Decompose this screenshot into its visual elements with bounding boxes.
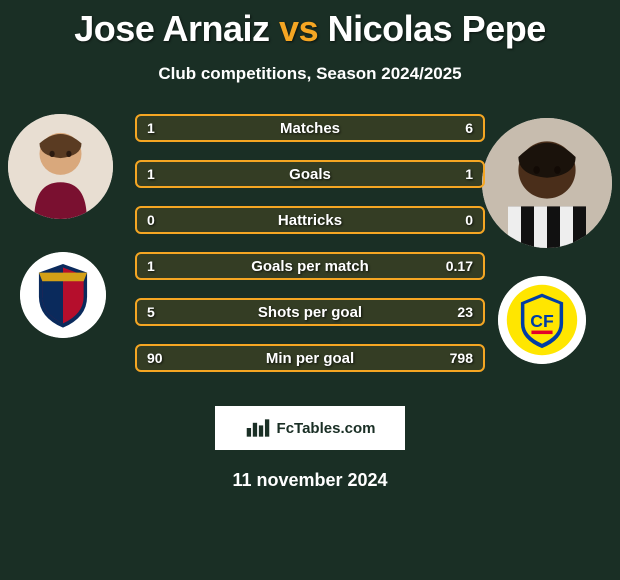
stat-left-value: 1 — [147, 258, 155, 274]
stat-label: Min per goal — [137, 350, 483, 367]
fctables-badge: FcTables.com — [215, 406, 405, 450]
player2-club-logo: CF — [498, 276, 586, 364]
date: 11 november 2024 — [0, 470, 620, 491]
player2-photo — [482, 118, 612, 248]
stat-left-value: 1 — [147, 166, 155, 182]
shield-icon — [20, 252, 106, 338]
svg-text:CF: CF — [530, 311, 554, 331]
stats-area: CF 1 Matches 6 1 Goals 1 0 Hattricks 0 1… — [0, 114, 620, 394]
player2-name: Nicolas Pepe — [328, 8, 546, 49]
avatar-icon — [482, 118, 612, 248]
stat-left-value: 1 — [147, 120, 155, 136]
page-title: Jose Arnaiz vs Nicolas Pepe — [0, 8, 620, 50]
stat-row: 90 Min per goal 798 — [135, 344, 485, 372]
player1-name: Jose Arnaiz — [74, 8, 269, 49]
stat-left-value: 5 — [147, 304, 155, 320]
stat-right-value: 798 — [450, 350, 473, 366]
stat-label: Shots per goal — [137, 304, 483, 321]
stat-right-value: 0 — [465, 212, 473, 228]
player1-photo — [8, 114, 113, 219]
avatar-icon — [8, 114, 113, 219]
stat-row: 1 Matches 6 — [135, 114, 485, 142]
stat-row: 5 Shots per goal 23 — [135, 298, 485, 326]
chart-icon — [245, 417, 271, 439]
stat-left-value: 90 — [147, 350, 163, 366]
stat-row: 0 Hattricks 0 — [135, 206, 485, 234]
stat-right-value: 0.17 — [446, 258, 473, 274]
stat-label: Goals — [137, 166, 483, 183]
brand-text: FcTables.com — [277, 420, 376, 437]
subtitle: Club competitions, Season 2024/2025 — [0, 64, 620, 84]
stat-left-value: 0 — [147, 212, 155, 228]
player1-club-logo — [20, 252, 106, 338]
stat-label: Hattricks — [137, 212, 483, 229]
shield-icon: CF — [498, 276, 586, 364]
stat-label: Goals per match — [137, 258, 483, 275]
stat-right-value: 6 — [465, 120, 473, 136]
stat-bars: 1 Matches 6 1 Goals 1 0 Hattricks 0 1 Go… — [135, 114, 485, 390]
stat-row: 1 Goals per match 0.17 — [135, 252, 485, 280]
stat-right-value: 1 — [465, 166, 473, 182]
vs-text: vs — [279, 8, 318, 49]
stat-label: Matches — [137, 120, 483, 137]
stat-row: 1 Goals 1 — [135, 160, 485, 188]
stat-right-value: 23 — [457, 304, 473, 320]
